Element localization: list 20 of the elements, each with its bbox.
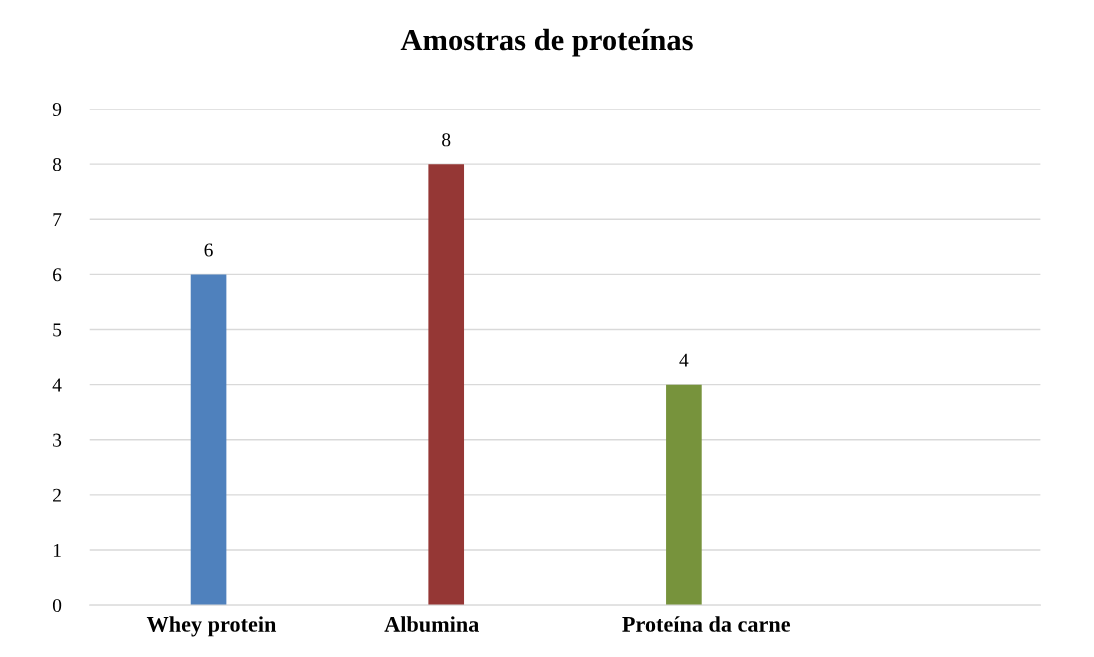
bar: [190, 274, 227, 606]
data-label: 8: [442, 133, 451, 147]
y-tick-label: 3: [53, 433, 62, 447]
y-tick-label: 6: [53, 268, 62, 282]
y-tick-label: 8: [52, 157, 62, 172]
data-label: 6: [204, 243, 213, 257]
bar: [428, 164, 465, 606]
x-tick-label: Whey protein: [146, 616, 277, 637]
y-tick-label: 1: [53, 543, 61, 557]
y-tick-label: 2: [53, 488, 61, 502]
y-tick-label: 4: [52, 378, 62, 392]
y-tick-label: 9: [52, 102, 62, 116]
data-label: 4: [679, 353, 689, 367]
x-tick-label: Proteína da carne: [622, 616, 791, 632]
chart-title: Amostras de proteínas: [400, 28, 693, 57]
y-tick-label: 7: [53, 213, 62, 227]
x-tick-label: Albumina: [384, 616, 479, 632]
bar: [666, 384, 702, 606]
y-tick-label: 5: [53, 323, 62, 337]
y-tick-label: 0: [52, 598, 62, 613]
